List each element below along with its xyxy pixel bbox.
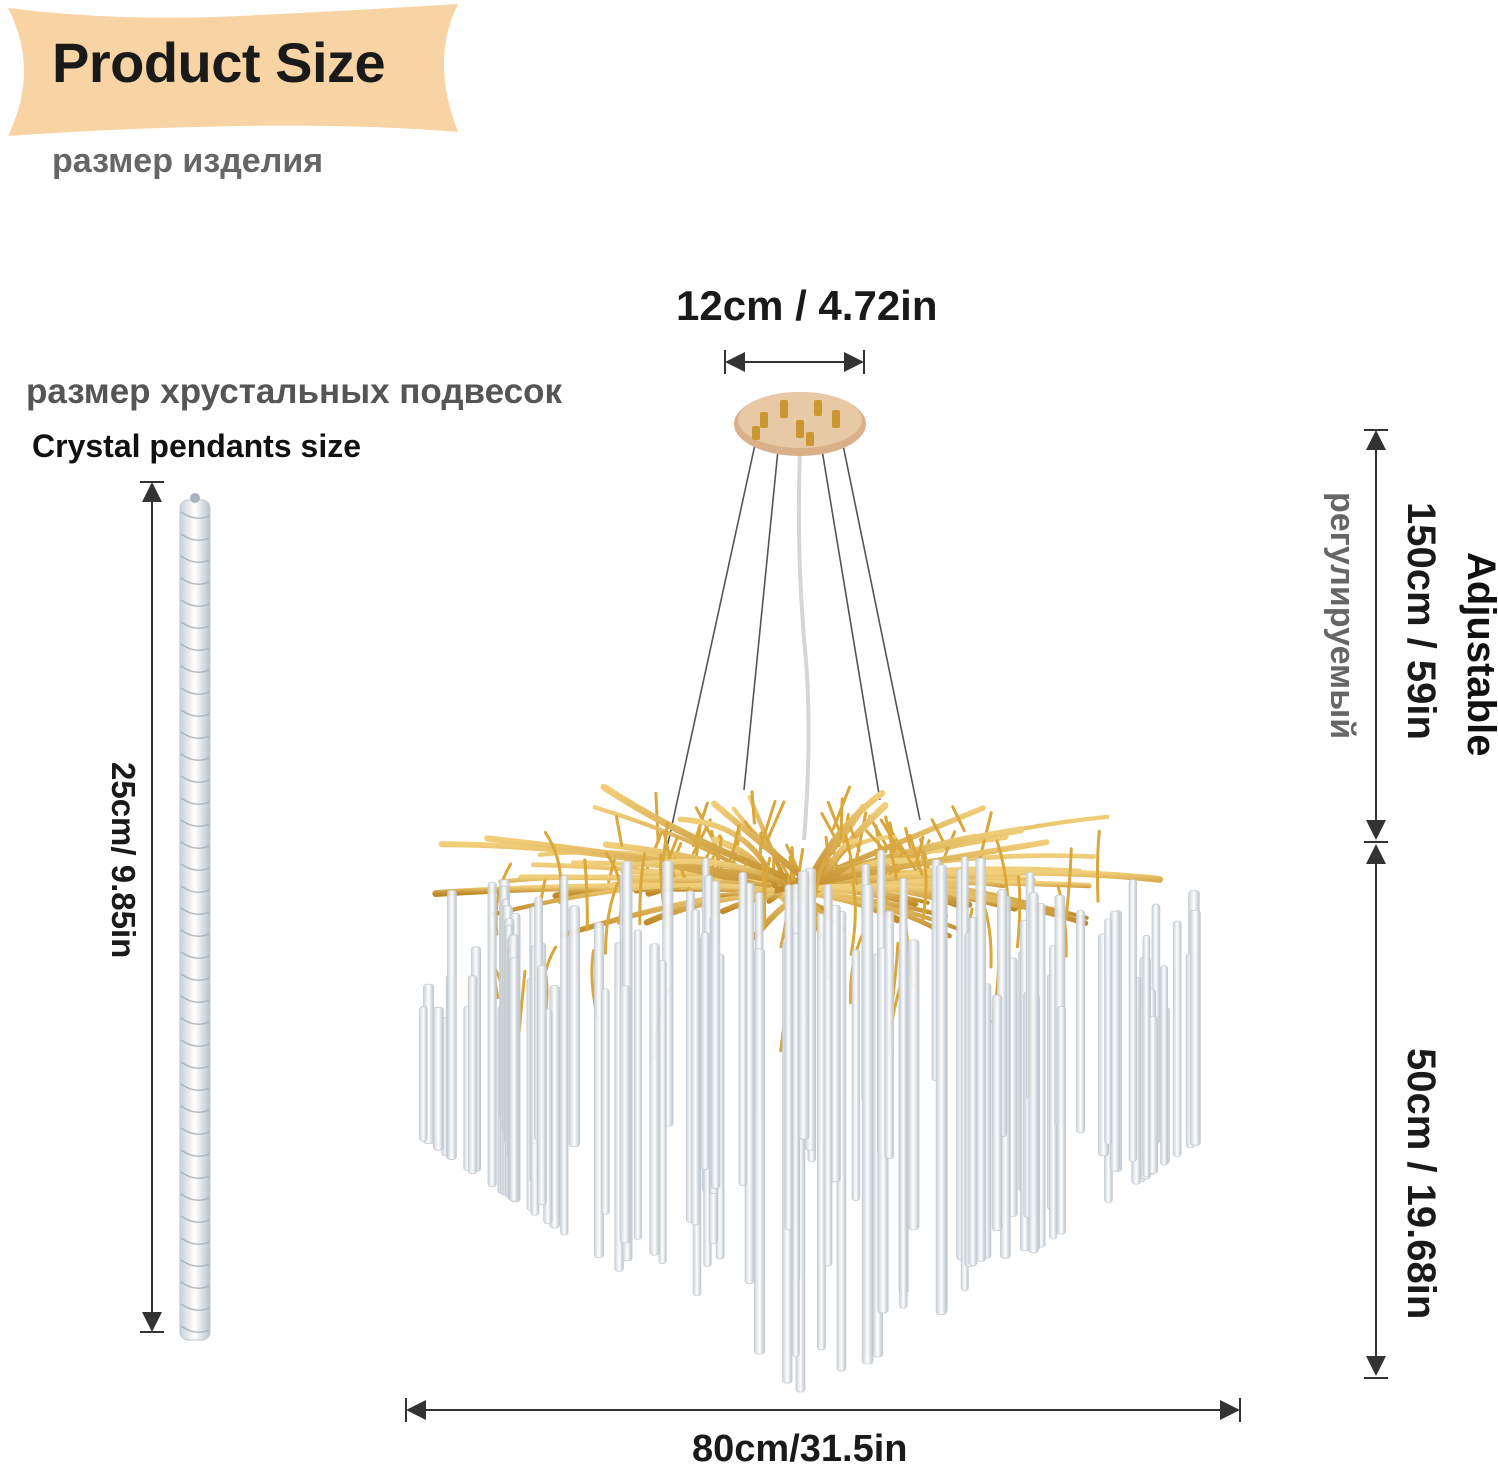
pendant-label-en: Crystal pendants size [32,428,361,464]
width-dimension-line [405,1398,1241,1422]
chandelier-height-label: 50cm / 19.68in [1399,1048,1443,1320]
canopy-width-label: 12cm / 4.72in [676,282,938,329]
product-size-banner [8,4,458,136]
banner-title: Product Size [52,31,386,94]
crystal-pendant [179,493,211,1341]
cable-length-label: 150cm / 59in [1399,502,1443,740]
height-dimension-line [1364,844,1388,1379]
canopy-dimension-line [724,350,865,374]
pendant-dimension-line [140,481,164,1333]
suspension-wires [659,439,921,881]
adjustable-label: Adjustable [1459,552,1498,757]
power-cable [796,449,811,841]
crystal-rods [419,849,1201,1393]
cable-dimension-line [1364,429,1388,843]
ceiling-canopy [734,392,866,456]
pendant-length-label: 25cm/ 9.85in [105,762,142,959]
pendant-label-ru: размер хрустальных подвесок [26,372,562,411]
adjustable-label-ru: регулируемый [1323,492,1361,740]
chandelier-width-label: 80cm/31.5in [692,1428,908,1470]
banner-subtitle: размер изделия [52,142,324,180]
